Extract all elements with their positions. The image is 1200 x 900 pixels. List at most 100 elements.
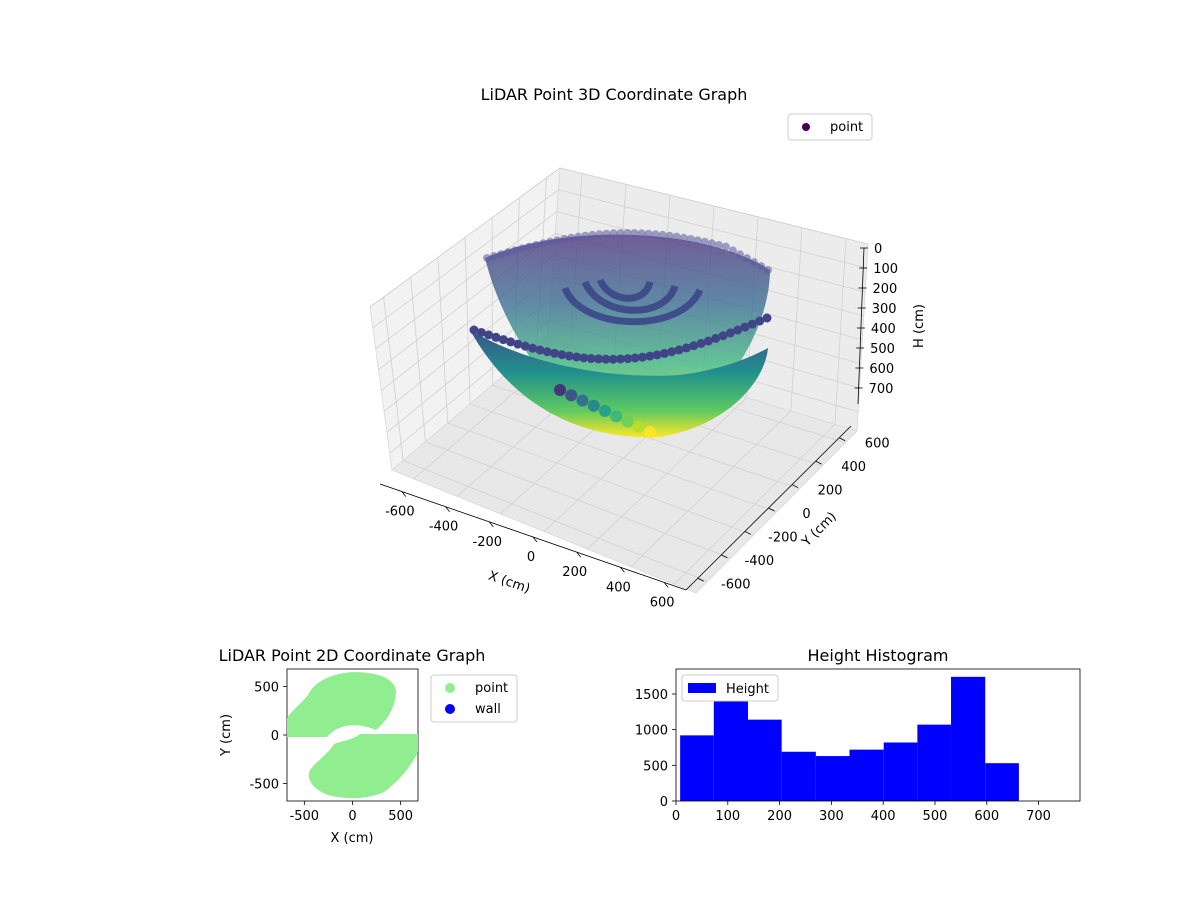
- rim-point-back-8: [539, 239, 548, 248]
- rim-point-front-20: [616, 354, 625, 364]
- z-tick-label-3d-1: 100: [873, 262, 898, 277]
- z-tick-label-3d-4: 400: [871, 322, 896, 337]
- z-tick-label-3d-3: 300: [872, 302, 897, 317]
- grid-z-left-0: [369, 167, 561, 308]
- x-tick-mark-3d-5: [620, 567, 625, 573]
- rim-point-front-1: [476, 327, 486, 337]
- pane-floor: [391, 337, 858, 594]
- y-tick-label-3d-0: -600: [721, 577, 751, 592]
- y-tick-label-3d-1: -400: [745, 554, 775, 569]
- y-tick-label-3d-5: 400: [841, 460, 866, 475]
- y-tick-label-hist-1: 500: [643, 759, 668, 774]
- y-tick-mark-3d-6: [839, 437, 846, 442]
- rim-point-back-10: [553, 236, 562, 245]
- histogram-bar-3: [781, 751, 816, 801]
- rim-point-back-20: [623, 229, 632, 237]
- histogram-bar-7: [917, 724, 952, 801]
- bottom-point-8: [644, 426, 656, 438]
- rim-point-back-6: [525, 242, 534, 251]
- rim-point-back-23: [644, 229, 653, 238]
- grid-y-wall-3: [464, 237, 471, 405]
- y-tick-label-2d-0: -500: [249, 778, 279, 793]
- x-tick-label-3d-3: 0: [527, 550, 535, 565]
- rim-point-front-9: [535, 345, 545, 355]
- inner-ring-3: [596, 278, 654, 302]
- rim-point-front-36: [733, 325, 743, 335]
- rim-point-back-28: [679, 233, 688, 242]
- rim-point-back-18: [609, 229, 618, 238]
- legend-histogram-swatch: [688, 683, 716, 693]
- rim-point-back-31: [700, 237, 709, 246]
- grid-y-wall-1: [410, 277, 426, 442]
- x-tick-label-hist-2: 200: [767, 809, 792, 824]
- rim-point-front-38: [747, 319, 757, 329]
- chart-3d: LiDAR Point 3D Coordinate Graph -600 -400…: [369, 85, 927, 610]
- rim-point-front-23: [637, 352, 647, 362]
- y-tick-mark-3d-4: [791, 484, 799, 488]
- histogram-bar-0: [680, 735, 714, 801]
- rim-point-back-5: [518, 244, 527, 253]
- grid-z-0: [559, 167, 869, 245]
- legend-2d: point wall: [430, 674, 518, 723]
- grid-y-3: [469, 403, 777, 513]
- x-tick-label-3d-0: -600: [385, 505, 415, 520]
- rim-point-back-1: [490, 252, 499, 261]
- z-tick-label-3d-6: 600: [869, 362, 894, 377]
- rim-point-front-11: [550, 348, 560, 358]
- bottom-point-3: [587, 399, 600, 412]
- y-tick-label-3d-6: 600: [865, 437, 890, 452]
- grid-z-left-1: [372, 189, 559, 329]
- rim-point-back-22: [637, 229, 646, 238]
- x-tick-label-3d-6: 600: [650, 595, 675, 610]
- grid-z-1: [558, 189, 867, 269]
- histogram-bar-9: [985, 763, 1019, 801]
- rim-point-back-11: [560, 234, 569, 243]
- y-tick-mark-3d-2: [744, 531, 752, 535]
- bottom-point-1: [565, 389, 578, 402]
- rim-point-front-6: [513, 339, 523, 349]
- rim-point-front-4: [498, 335, 508, 345]
- x-tick-label-3d-1: -400: [429, 520, 459, 535]
- x-tick-label-hist-4: 400: [871, 809, 896, 824]
- rim-point-back-19: [616, 229, 625, 238]
- rim-point-back-7: [532, 240, 541, 249]
- rim-point-front-26: [659, 348, 669, 358]
- legend-histogram-label: Height: [726, 682, 769, 697]
- ticks-3d: -600 -400 -200 0 200 400 600 -600 -400 -200 0 200 40…: [385, 242, 898, 610]
- inner-ring-1: [561, 286, 704, 326]
- bottom-point-7: [632, 420, 645, 433]
- x-tick-mark-3d-4: [576, 551, 582, 558]
- rim-point-back-17: [602, 229, 611, 238]
- rim-point-front-10: [542, 347, 552, 357]
- histogram-bar-8: [951, 676, 986, 801]
- rim-point-back-12: [567, 233, 576, 242]
- rim-point-front-18: [601, 354, 611, 364]
- rim-point-back-32: [707, 239, 716, 248]
- rim-point-front-14: [572, 352, 582, 362]
- inner-ring-cluster: [561, 278, 704, 326]
- rim-point-back-9: [546, 237, 555, 246]
- rim-point-front-7: [520, 341, 530, 351]
- chart-2d-title: LiDAR Point 2D Coordinate Graph: [219, 646, 486, 665]
- legend-histogram-frame: [681, 674, 779, 702]
- y-tick-mark-3d-3: [768, 507, 775, 512]
- point-cloud: [469, 229, 772, 438]
- y-tick-mark-3d-5: [815, 460, 822, 465]
- y-tick-label-3d-4: 200: [818, 484, 843, 499]
- chart-histogram: Height Histogram 0 100 200 300 400 500 600 7000…: [635, 646, 1081, 824]
- rim-point-front-19: [608, 354, 618, 364]
- rim-point-back-14: [581, 231, 590, 240]
- grid-y-wall-0: [383, 297, 404, 461]
- z-tick-label-3d-7: 700: [869, 382, 894, 397]
- point-markers: [469, 229, 772, 438]
- histogram-bar-4: [815, 756, 850, 801]
- rim-point-front-35: [725, 328, 735, 338]
- rim-point-back-33: [714, 240, 723, 249]
- z-axis-line: [857, 247, 865, 405]
- rim-point-front-3: [491, 332, 501, 342]
- legend-3d-point-label: point: [830, 120, 863, 135]
- x-tick-mark-3d-0: [401, 491, 407, 497]
- rim-point-front-8: [528, 343, 538, 353]
- rim-point-front-31: [696, 338, 706, 348]
